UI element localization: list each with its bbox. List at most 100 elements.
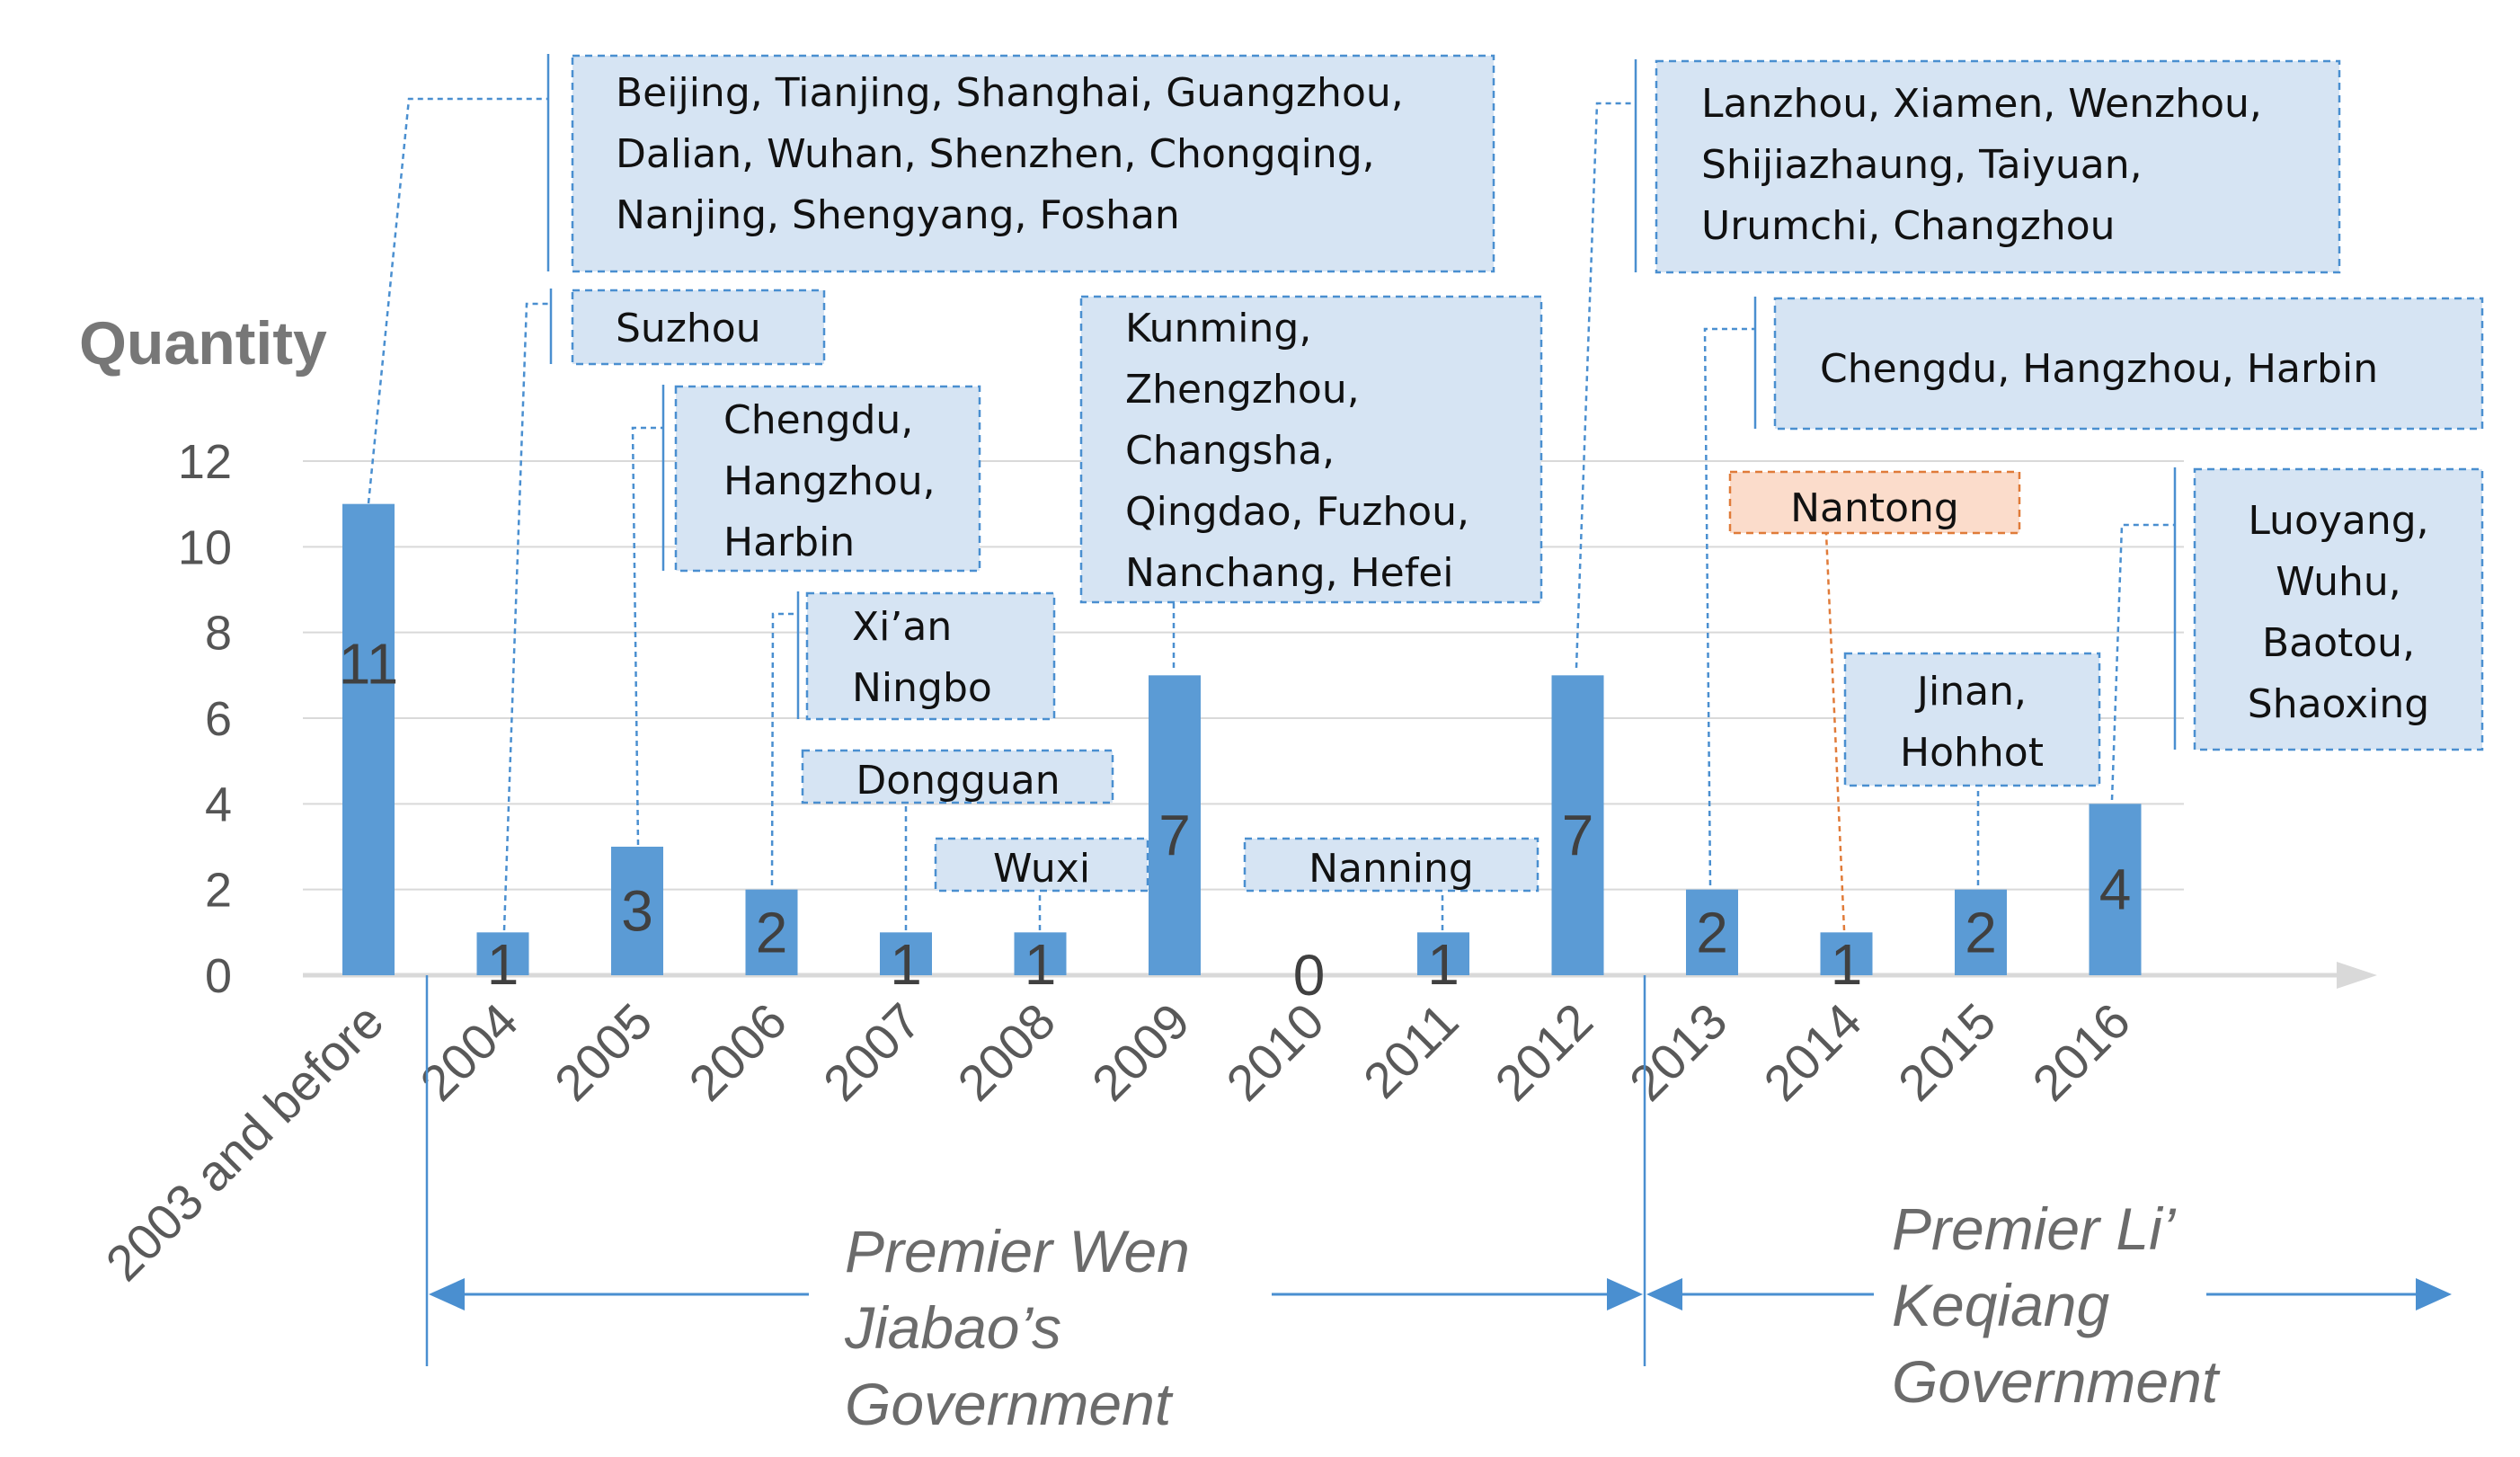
leader-lines — [367, 54, 2177, 931]
bar-value-label: 7 — [1562, 803, 1594, 867]
annotation-text: Wuxi — [993, 846, 1090, 892]
annotation-text: Harbin — [723, 520, 855, 565]
y-tick-label: 10 — [178, 520, 232, 574]
x-tick-label: 2003 and before — [94, 992, 394, 1292]
annotation-box — [934, 837, 1149, 893]
annotation-text: Jinan, — [1914, 669, 2027, 715]
annotation-text: Wuhu, — [2276, 559, 2401, 605]
annotation-text: Ningbo — [852, 665, 992, 711]
bar — [1551, 675, 1604, 975]
y-tick-label: 4 — [205, 777, 232, 831]
annotation-text: Nanjing, Shengyang, Foshan — [616, 192, 1180, 238]
annotation-text: Chengdu, — [723, 397, 913, 443]
annotation-box — [1843, 652, 2101, 787]
annotation-text: Suzhou — [616, 306, 761, 351]
x-tick-label: 2016 — [2021, 992, 2141, 1112]
annotation-text: Zhengzhou, — [1125, 367, 1360, 413]
annotation-box — [674, 385, 981, 573]
bar-value-label: 2 — [1696, 900, 1728, 964]
annotation-text: Xi’an — [852, 604, 952, 650]
x-tick-label: 2008 — [946, 992, 1066, 1112]
bar-value-label: 11 — [339, 632, 398, 697]
annotation-box — [1773, 297, 2484, 431]
bar — [342, 503, 395, 975]
x-tick-label: 2005 — [544, 992, 663, 1112]
annotation-text: Urumchi, Changzhou — [1701, 203, 2116, 249]
y-tick-label: 0 — [205, 949, 232, 1003]
bar — [1955, 889, 2007, 975]
period-label: Government — [1892, 1348, 2221, 1415]
x-tick-label: 2014 — [1752, 992, 1872, 1112]
annotation-box — [805, 591, 1056, 721]
x-tick-label: 2015 — [1887, 992, 2007, 1112]
annotation-text: Lanzhou, Xiamen, Wenzhou, — [1701, 81, 2262, 127]
annotation-text: Nantong — [1790, 485, 1959, 531]
bar — [1686, 889, 1738, 975]
period-annotations: Premier Wen Jiabao’s Government Premier Li’… — [425, 975, 2452, 1437]
bar — [611, 847, 663, 975]
annotation-box — [1655, 59, 2341, 274]
leader-line — [2110, 523, 2175, 801]
y-tick-label: 12 — [178, 435, 232, 489]
period-label: Government — [845, 1371, 1174, 1437]
annotation-text: Luoyang, — [2248, 498, 2428, 544]
annotation-text: Changsha, — [1125, 428, 1335, 474]
leader-line — [631, 426, 663, 846]
bar — [1014, 932, 1067, 975]
bar — [880, 932, 932, 975]
x-axis-arrowhead — [2337, 962, 2377, 989]
annotation-boxes: Beijing, Tianjing, Shanghai, Guangzhou, D… — [571, 54, 2484, 893]
bar — [745, 889, 798, 975]
period-arrowhead-right — [2416, 1278, 2452, 1310]
bar-value-label: 4 — [2099, 857, 2132, 922]
period-label: Premier Li’ — [1892, 1195, 2177, 1262]
y-tick-label: 2 — [205, 864, 232, 918]
leader-line — [502, 302, 551, 931]
bar-value-label: 1 — [1025, 932, 1057, 997]
x-tick-label: 2013 — [1619, 992, 1738, 1112]
period-label: Premier Wen — [845, 1218, 1190, 1284]
y-tick-label: 8 — [205, 607, 232, 661]
bar — [2089, 804, 2142, 975]
leader-line — [1575, 102, 1636, 669]
bar-value-label: 1 — [487, 932, 519, 997]
annotation-text: Dongguan — [856, 758, 1060, 804]
annotation-text: Dalian, Wuhan, Shenzhen, Chongqing, — [616, 131, 1375, 177]
x-tick-label: 2007 — [812, 992, 932, 1112]
annotation-text: Hangzhou, — [723, 458, 936, 504]
y-tick-label: 6 — [205, 692, 232, 746]
annotation-text: Hohhot — [1900, 730, 2044, 776]
bar — [476, 932, 529, 975]
period-label: Jiabao’s — [844, 1294, 1061, 1361]
bar-value-label: 2 — [1965, 900, 1997, 964]
bar-value-label: 2 — [756, 900, 788, 964]
annotation-text: Qingdao, Fuzhou, — [1125, 489, 1469, 535]
annotation-text: Baotou, — [2262, 620, 2415, 666]
bar — [1149, 675, 1201, 975]
leader-line — [1703, 327, 1755, 886]
bar-value-label: 0 — [1293, 943, 1326, 1008]
x-tick-label: 2012 — [1484, 992, 1603, 1112]
bar-value-label: 1 — [1831, 932, 1863, 997]
annotation-text: Beijing, Tianjing, Shanghai, Guangzhou, — [616, 70, 1404, 116]
x-tick-label: 2010 — [1215, 992, 1335, 1112]
annotation-box — [571, 289, 826, 366]
bar-value-label: 1 — [1427, 932, 1460, 997]
x-tick-label: 2009 — [1081, 992, 1201, 1112]
annotation-text: Shaoxing — [2248, 681, 2429, 727]
period-arrowhead-left — [429, 1278, 465, 1310]
annotation-text: Shijiazhaung, Taiyuan, — [1701, 142, 2143, 188]
leader-line — [1824, 532, 1846, 931]
annotation-box — [1243, 837, 1540, 893]
annotation-text: Kunming, — [1125, 306, 1311, 351]
bar-value-label: 3 — [621, 879, 653, 944]
annotation-box — [1079, 295, 1543, 604]
period-arrowhead-right — [1607, 1278, 1643, 1310]
x-tick-label: 2006 — [678, 992, 797, 1112]
bar — [1820, 932, 1873, 975]
leader-line — [367, 97, 548, 504]
bar — [1417, 932, 1469, 975]
y-axis-title: Quantity — [79, 309, 327, 378]
